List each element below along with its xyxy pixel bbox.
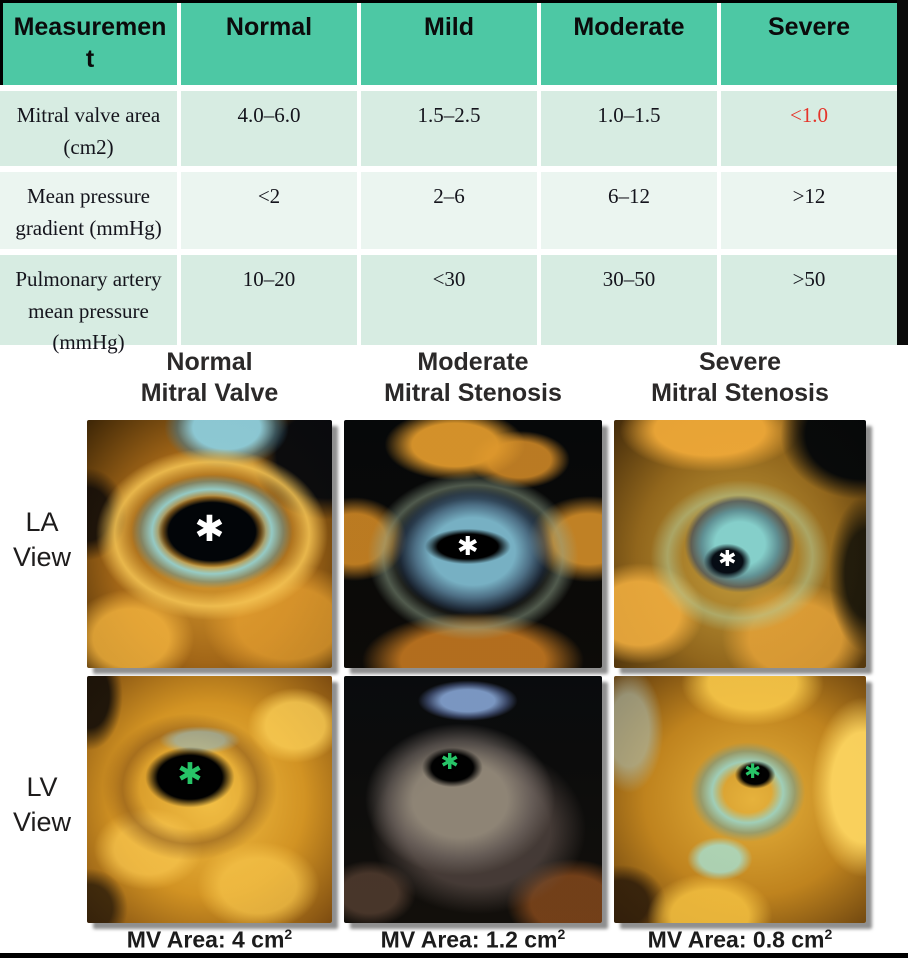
cell-pap-severe: >50 bbox=[721, 255, 897, 345]
row-label-la-view: LA View bbox=[0, 505, 84, 575]
row-label-line: LV bbox=[26, 772, 58, 802]
echo-image-lv-moderate: ✱ bbox=[344, 676, 602, 923]
figure-title-line: Mitral Stenosis bbox=[651, 379, 829, 407]
echo-image-la-normal: ✱ bbox=[87, 420, 332, 668]
row-label-line: View bbox=[12, 807, 72, 838]
figure-title-line: Normal bbox=[166, 348, 253, 376]
caption-mv-area-moderate: MV Area: 1.2 cm2 bbox=[344, 926, 602, 954]
orifice-asterisk-marker: ✱ bbox=[744, 761, 761, 784]
echo-image-lv-severe: ✱ bbox=[614, 676, 866, 923]
orifice-asterisk-marker: ✱ bbox=[177, 757, 203, 791]
figure-title-line: Mitral Valve bbox=[140, 379, 279, 407]
echo-image-la-severe: ✱ bbox=[614, 420, 866, 668]
cell-mpg-moderate: 6–12 bbox=[541, 172, 717, 249]
header-cell-severe: Severe bbox=[721, 3, 897, 85]
caption-superscript: 2 bbox=[824, 926, 833, 942]
header-cell-normal: Normal bbox=[181, 3, 357, 85]
figure-title-moderate-mitral-stenosis: Moderate Mitral Stenosis bbox=[344, 347, 602, 409]
header-cell-measurement: Measurement bbox=[0, 3, 177, 85]
orifice-asterisk-marker: ✱ bbox=[456, 531, 479, 562]
caption-text: MV Area: 1.2 cm bbox=[380, 926, 558, 953]
caption-text: MV Area: 0.8 cm bbox=[647, 926, 825, 953]
figure-title-normal-mitral-valve: Normal Mitral Valve bbox=[87, 347, 332, 409]
figure-title-line: Moderate bbox=[417, 348, 529, 376]
cell-mpg-mild: 2–6 bbox=[361, 172, 537, 249]
cell-pap-normal: 10–20 bbox=[181, 255, 357, 345]
row-label-mean-pressure-gradient: Mean pressure gradient (mmHg) bbox=[0, 172, 177, 249]
caption-mv-area-normal: MV Area: 4 cm2 bbox=[87, 926, 332, 954]
header-cell-mild: Mild bbox=[361, 3, 537, 85]
row-label-lv-view: LV View bbox=[0, 770, 84, 840]
orifice-asterisk-marker: ✱ bbox=[194, 508, 225, 550]
figure-title-line: Severe bbox=[698, 348, 782, 376]
figure-title-severe-mitral-stenosis: Severe Mitral Stenosis bbox=[614, 347, 866, 409]
caption-text: MV Area: 4 cm bbox=[126, 926, 285, 953]
caption-superscript: 2 bbox=[557, 926, 566, 942]
orifice-asterisk-marker: ✱ bbox=[718, 545, 737, 571]
bottom-divider-rule bbox=[0, 953, 908, 958]
cell-mpg-severe: >12 bbox=[721, 172, 897, 249]
cell-mva-mild: 1.5–2.5 bbox=[361, 91, 537, 166]
echo-image-lv-normal: ✱ bbox=[87, 676, 332, 923]
table-right-border-bar bbox=[897, 0, 908, 345]
figure-title-line: Mitral Stenosis bbox=[384, 379, 562, 407]
caption-mv-area-severe: MV Area: 0.8 cm2 bbox=[614, 926, 866, 954]
cell-mva-normal: 4.0–6.0 bbox=[181, 91, 357, 166]
orifice-asterisk-marker: ✱ bbox=[440, 749, 459, 775]
row-label-mitral-valve-area: Mitral valve area (cm2) bbox=[0, 91, 177, 166]
row-label-pulmonary-artery-pressure: Pulmonary artery mean pressure (mmHg) bbox=[0, 255, 177, 354]
cell-pap-mild: <30 bbox=[361, 255, 537, 345]
row-label-line: LA bbox=[25, 507, 59, 537]
echo-image-la-moderate: ✱ bbox=[344, 420, 602, 668]
cell-mva-moderate: 1.0–1.5 bbox=[541, 91, 717, 166]
cell-mpg-normal: <2 bbox=[181, 172, 357, 249]
cell-mva-severe: <1.0 bbox=[721, 91, 897, 166]
caption-superscript: 2 bbox=[284, 926, 293, 942]
mitral-stenosis-severity-table: Measurement Normal Mild Moderate Severe … bbox=[0, 0, 897, 354]
header-cell-moderate: Moderate bbox=[541, 3, 717, 85]
row-label-line: View bbox=[12, 542, 72, 573]
cell-pap-moderate: 30–50 bbox=[541, 255, 717, 345]
